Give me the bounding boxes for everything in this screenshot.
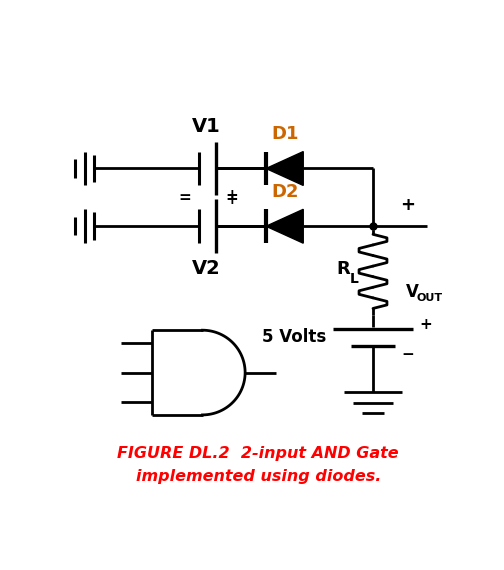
Text: R: R xyxy=(337,259,350,278)
Text: OUT: OUT xyxy=(416,293,443,303)
Text: FIGURE DL.2  2-input AND Gate
implemented using diodes.: FIGURE DL.2 2-input AND Gate implemented… xyxy=(117,446,399,484)
Polygon shape xyxy=(266,209,303,243)
Text: V: V xyxy=(406,283,418,301)
Text: −: − xyxy=(178,192,191,207)
Text: 5 Volts: 5 Volts xyxy=(262,328,327,346)
Text: +: + xyxy=(419,317,432,332)
Text: V2: V2 xyxy=(192,259,221,278)
Text: +: + xyxy=(400,196,415,214)
Text: +: + xyxy=(226,192,238,207)
Text: −: − xyxy=(401,347,414,363)
Polygon shape xyxy=(266,152,303,185)
Text: L: L xyxy=(350,272,359,286)
Text: D2: D2 xyxy=(271,182,298,201)
Text: +: + xyxy=(226,188,238,203)
Text: −: − xyxy=(178,188,191,203)
Text: D1: D1 xyxy=(271,125,298,143)
Text: V1: V1 xyxy=(192,117,221,136)
